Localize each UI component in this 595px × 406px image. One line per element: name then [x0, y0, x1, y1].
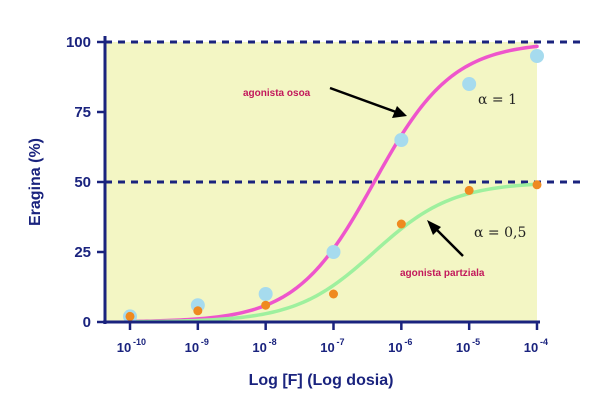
y-tick-label-50: 50 — [74, 174, 91, 191]
point-series-2-2 — [261, 300, 271, 310]
point-series-1-3 — [326, 245, 341, 259]
arrow-partziala — [427, 220, 464, 257]
point-series-2-6 — [532, 180, 542, 190]
x-tick-label-0: 10 — [117, 340, 131, 355]
x-tick-exp-5: -5 — [472, 337, 480, 347]
data-points — [123, 49, 544, 324]
x-tick-exp-0: -10 — [133, 337, 146, 347]
point-series-1-6 — [530, 49, 544, 63]
annotation-agonista-osoa: agonista osoa — [243, 88, 311, 99]
y-tick-label-75: 75 — [74, 104, 91, 121]
x-axis-title: Log [F] (Log dosia) — [249, 372, 394, 389]
reference-lines — [105, 40, 580, 184]
x-tick-exp-2: -8 — [269, 337, 277, 347]
y-axis-title: Eragina (%) — [27, 138, 44, 226]
y-tick-label-100: 100 — [66, 34, 91, 51]
x-tick-label-6: 10 — [524, 340, 538, 355]
point-series-2-4 — [396, 219, 406, 229]
point-series-1-2 — [258, 287, 273, 301]
x-tick-exp-6: -4 — [540, 337, 548, 347]
annotations: agonista osoa α = 1 α = 0,5 agonista par… — [243, 88, 526, 279]
x-tick-label-5: 10 — [456, 340, 470, 355]
x-tick-exp-1: -9 — [201, 337, 209, 347]
annotation-agonista-partziala: agonista partziala — [400, 268, 485, 279]
annotation-alpha-1: α = 1 — [478, 92, 517, 108]
axes — [97, 36, 540, 330]
point-series-1-5 — [462, 77, 477, 91]
point-series-2-0 — [125, 311, 135, 321]
x-tick-label-2: 10 — [252, 340, 266, 355]
x-tick-label-3: 10 — [320, 340, 334, 355]
x-tick-label-1: 10 — [185, 340, 199, 355]
x-tick-label-4: 10 — [388, 340, 402, 355]
arrow-osoa — [329, 86, 407, 118]
annotation-alpha-05: α = 0,5 — [474, 225, 526, 241]
point-series-2-5 — [464, 185, 474, 195]
point-series-2-1 — [193, 306, 203, 316]
point-series-1-4 — [394, 133, 409, 147]
x-tick-exp-3: -7 — [337, 337, 345, 347]
y-tick-label-25: 25 — [74, 244, 91, 261]
y-tick-label-0: 0 — [83, 314, 91, 331]
point-series-2-3 — [329, 289, 338, 299]
x-tick-exp-4: -6 — [404, 337, 412, 347]
